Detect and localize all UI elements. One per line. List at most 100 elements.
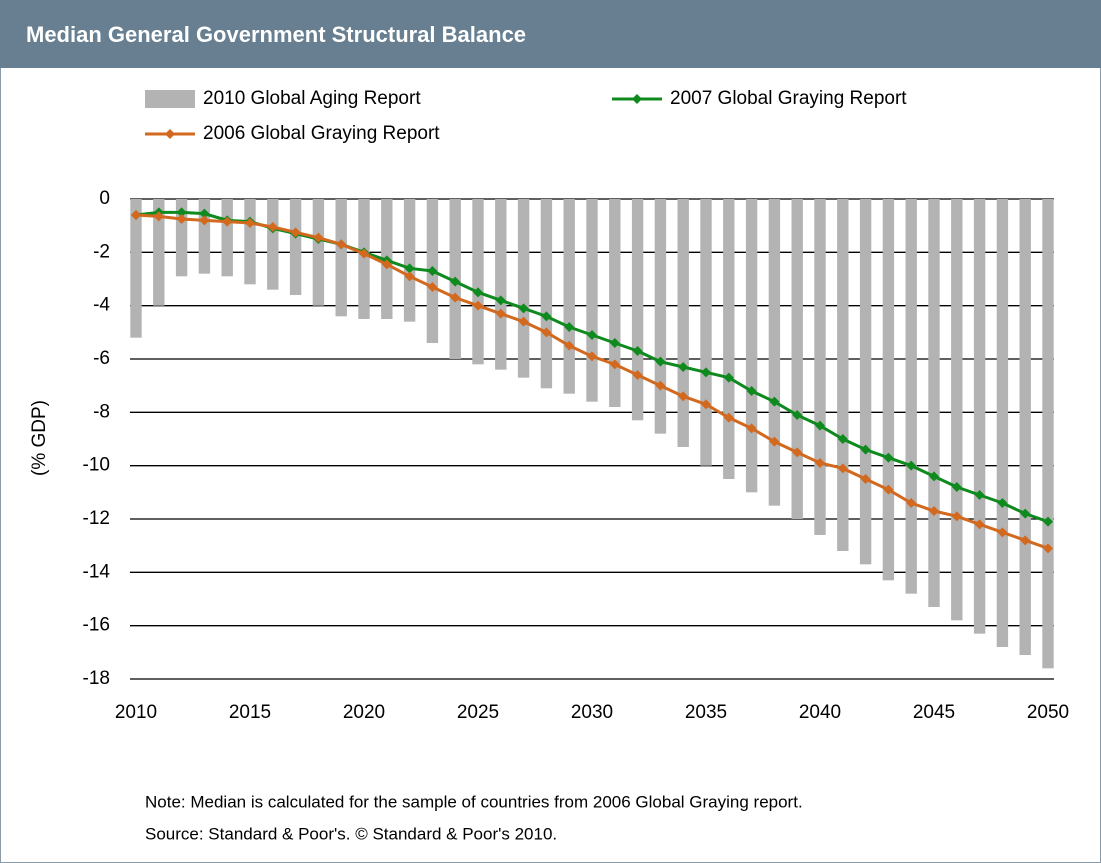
marker [541, 311, 552, 322]
marker [678, 391, 689, 402]
marker [883, 452, 894, 463]
marker [427, 282, 438, 292]
bar [153, 199, 165, 306]
bar [745, 199, 758, 493]
bar [996, 199, 1009, 647]
bar [928, 199, 940, 607]
marker [951, 511, 962, 522]
marker [815, 458, 825, 468]
marker [199, 208, 210, 219]
bar [700, 199, 712, 466]
marker [860, 444, 871, 455]
marker [769, 396, 780, 407]
marker [1020, 535, 1031, 546]
bar [175, 199, 188, 277]
marker [815, 420, 825, 431]
y-tick-label: -8 [93, 401, 110, 422]
marker [199, 215, 210, 226]
bar [609, 199, 621, 407]
marker [929, 471, 939, 482]
marker [404, 271, 415, 282]
bar [882, 199, 895, 581]
bar [631, 199, 644, 421]
marker [837, 434, 848, 444]
bar [586, 199, 598, 402]
header [0, 0, 1101, 68]
marker [381, 259, 392, 270]
marker [153, 211, 164, 222]
x-tick-label: 2025 [457, 702, 499, 723]
marker [906, 460, 917, 471]
marker [518, 316, 529, 327]
bar [289, 199, 302, 295]
bar [677, 199, 689, 447]
marker [245, 218, 255, 228]
x-tick-label: 2050 [1027, 702, 1069, 723]
marker [997, 498, 1008, 508]
x-tick-label: 2040 [799, 702, 841, 723]
marker [609, 359, 620, 370]
y-tick-label: -18 [83, 668, 110, 689]
bar [244, 199, 256, 285]
bar [973, 199, 986, 634]
marker [655, 356, 666, 367]
legend-swatch [632, 94, 642, 104]
bar [791, 199, 803, 519]
marker [974, 519, 985, 530]
marker [313, 232, 324, 243]
marker [997, 527, 1008, 538]
note: Source: Standard & Poor's. © Standard & … [145, 824, 557, 843]
marker [518, 303, 529, 314]
marker [1043, 516, 1053, 527]
y-tick-label: -14 [83, 561, 111, 582]
marker [1043, 543, 1053, 554]
marker [404, 263, 415, 274]
marker [792, 410, 803, 420]
marker [609, 338, 620, 348]
marker [495, 295, 506, 306]
marker [176, 207, 187, 218]
marker [222, 216, 233, 227]
marker [290, 227, 301, 238]
bar [198, 199, 211, 274]
marker [267, 222, 278, 232]
y-tick-label: -16 [83, 615, 110, 636]
y-tick-label: -4 [93, 295, 110, 316]
marker [131, 210, 141, 220]
marker [906, 498, 917, 508]
marker [701, 399, 711, 410]
marker [974, 490, 985, 500]
marker [746, 386, 757, 396]
bar [654, 199, 667, 434]
chart-title: Median General Government Structural Bal… [26, 22, 526, 47]
marker [473, 287, 483, 298]
x-tick-label: 2020 [343, 702, 385, 723]
bar [563, 199, 575, 394]
bar [540, 199, 553, 389]
marker [427, 266, 438, 276]
legend-swatch [165, 129, 175, 139]
bar [859, 199, 872, 565]
x-tick-label: 2010 [115, 702, 157, 723]
marker [723, 372, 734, 383]
marker [701, 367, 711, 378]
marker [632, 346, 643, 356]
marker [951, 482, 962, 492]
marker [359, 248, 369, 259]
marker [883, 484, 894, 495]
x-tick-label: 2030 [571, 702, 613, 723]
bar [403, 199, 416, 322]
marker [929, 506, 939, 516]
bar [221, 199, 233, 277]
bar [1019, 199, 1031, 655]
y-axis-label: (% GDP) [29, 400, 50, 476]
bar [472, 199, 484, 365]
bar [267, 199, 279, 290]
marker [587, 330, 597, 340]
x-tick-label: 2015 [229, 702, 271, 723]
bar [1042, 199, 1054, 669]
marker [564, 340, 575, 351]
marker [860, 474, 871, 484]
bar [517, 199, 530, 378]
